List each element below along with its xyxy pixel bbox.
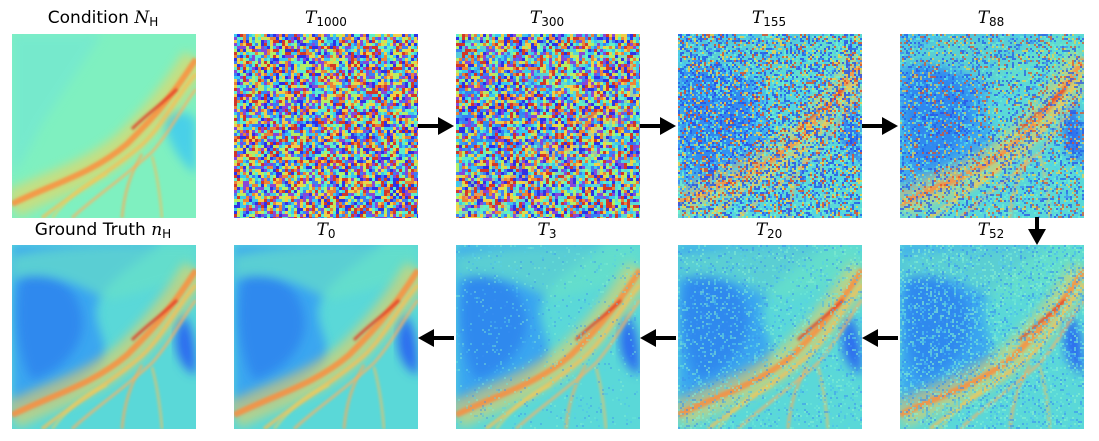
ground-truth-image bbox=[12, 245, 196, 429]
step-image-t300 bbox=[456, 34, 640, 218]
step-label-t0: T0 bbox=[211, 220, 441, 240]
step-image-t52 bbox=[900, 245, 1084, 429]
step-label-t155: T155 bbox=[654, 8, 884, 28]
arrow-down-icon bbox=[1027, 217, 1047, 245]
ground-truth-label: Ground Truth nH bbox=[0, 220, 218, 240]
arrow-left-icon bbox=[862, 328, 898, 348]
step-image-t1000 bbox=[234, 34, 418, 218]
arrow-left-icon bbox=[418, 328, 454, 348]
condition-image bbox=[12, 34, 196, 218]
step-label-t52: T52 bbox=[876, 220, 1099, 240]
step-label-t20: T20 bbox=[654, 220, 884, 240]
arrow-right-icon bbox=[640, 116, 676, 136]
arrow-left-icon bbox=[640, 328, 676, 348]
step-label-t88: T88 bbox=[876, 8, 1099, 28]
step-label-t1000: T1000 bbox=[211, 8, 441, 28]
arrow-right-icon bbox=[862, 116, 898, 136]
step-image-t3 bbox=[456, 245, 640, 429]
condition-label: Condition NH bbox=[0, 8, 218, 28]
step-image-t0 bbox=[234, 245, 418, 429]
step-image-t155 bbox=[678, 34, 862, 218]
step-image-t20 bbox=[678, 245, 862, 429]
step-label-t300: T300 bbox=[432, 8, 662, 28]
arrow-right-icon bbox=[418, 116, 454, 136]
step-label-t3: T3 bbox=[432, 220, 662, 240]
step-image-t88 bbox=[900, 34, 1084, 218]
